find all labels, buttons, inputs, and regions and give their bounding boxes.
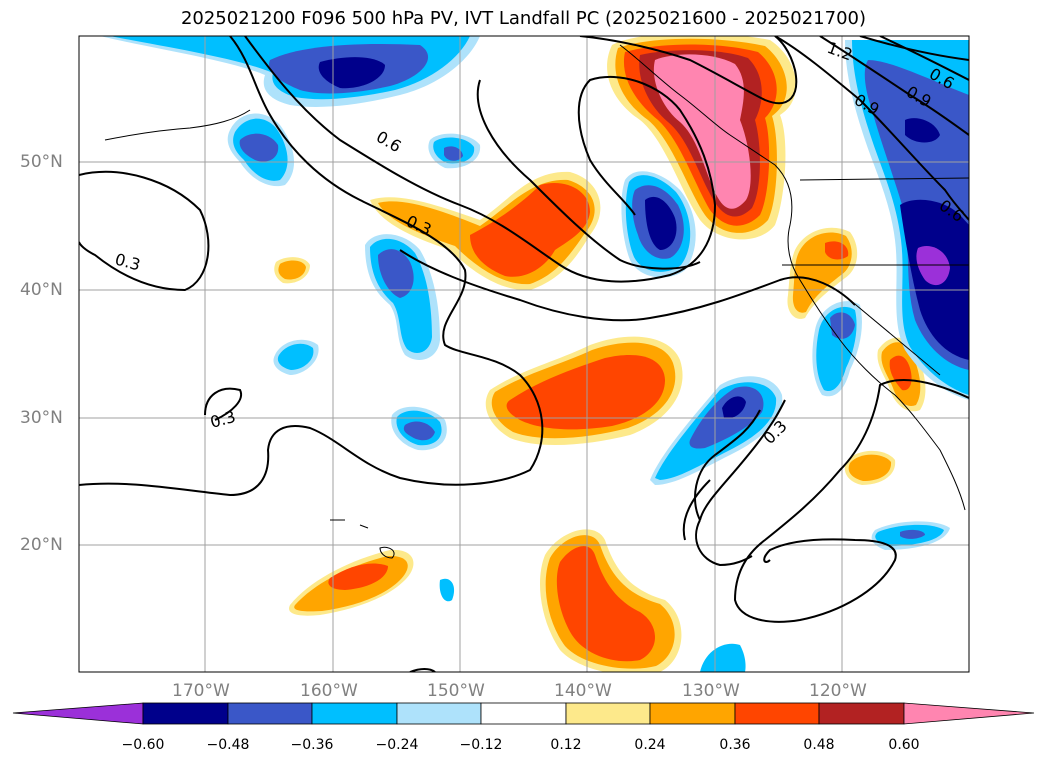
lon-label: 130°W — [682, 681, 740, 701]
colorbar-bin — [818, 702, 905, 725]
colorbar-tick-label: 0.48 — [803, 737, 835, 753]
colorbar-bin — [311, 702, 398, 725]
colorbar-bin — [649, 702, 736, 725]
coastlines — [104, 44, 969, 559]
colorbar-tick-label: −0.12 — [459, 737, 503, 753]
colorbar-bin — [480, 702, 567, 725]
map-plot-area: 1.2 0.6 0.9 0.9 0.6 0.6 0.3 0.3 0.3 0.3 — [79, 36, 969, 672]
lat-label: 30°N — [20, 408, 63, 428]
colorbar-tick-label: 0.60 — [888, 737, 920, 753]
positive-anomaly-fields — [274, 36, 926, 672]
lon-label: 120°W — [809, 681, 867, 701]
colorbar-bin — [142, 702, 229, 725]
colorbar-tick-label: 0.36 — [719, 737, 751, 753]
colorbar-tick-label: −0.24 — [375, 737, 419, 753]
lat-label: 50°N — [20, 152, 63, 172]
colorbar-tick-label: 0.24 — [634, 737, 666, 753]
colorbar-extend-max — [903, 702, 1035, 725]
plot-title: 2025021200 F096 500 hPa PV, IVT Landfall… — [180, 8, 867, 29]
lon-label: 150°W — [427, 681, 485, 701]
colorbar-tick-label: −0.48 — [206, 737, 250, 753]
lon-label: 140°W — [554, 681, 612, 701]
lon-label: 160°W — [300, 681, 358, 701]
colorbar-extend-min — [12, 702, 144, 725]
map-frame — [78, 35, 970, 673]
colorbar-bin — [565, 702, 651, 725]
colorbar-tick-label: 0.12 — [550, 737, 582, 753]
colorbar-bin — [396, 702, 482, 725]
colorbar-tick-label: −0.36 — [290, 737, 334, 753]
lat-label: 40°N — [20, 280, 63, 300]
pv-contours — [79, 36, 969, 672]
colorbar — [12, 702, 1035, 725]
colorbar-tick-label: −0.60 — [121, 737, 165, 753]
map-gridlines — [79, 36, 969, 672]
lat-label: 20°N — [20, 535, 63, 555]
negative-anomaly-fields — [100, 36, 969, 672]
lon-label: 170°W — [172, 681, 230, 701]
colorbar-bin — [734, 702, 820, 725]
colorbar-bin — [227, 702, 313, 725]
